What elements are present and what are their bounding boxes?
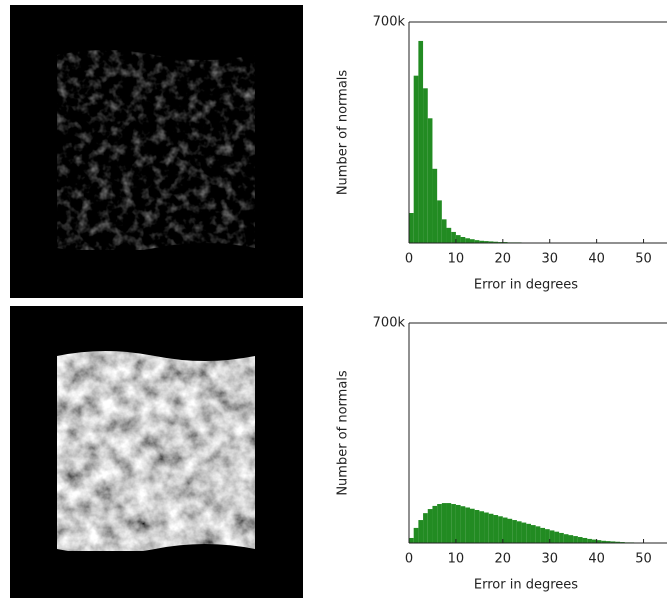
bar bbox=[446, 227, 452, 243]
bar bbox=[591, 539, 597, 543]
error-texture bbox=[57, 351, 255, 551]
bar bbox=[427, 118, 433, 243]
bar bbox=[455, 235, 461, 243]
bar bbox=[446, 503, 452, 543]
y-tick-label: 700k bbox=[373, 15, 406, 30]
bar bbox=[418, 40, 424, 243]
y-axis-label: Number of normals bbox=[336, 70, 351, 196]
x-tick-label: 20 bbox=[495, 552, 512, 567]
bar bbox=[577, 537, 583, 543]
bar bbox=[488, 513, 494, 543]
x-tick-label: 10 bbox=[448, 252, 465, 267]
bar bbox=[526, 523, 531, 543]
bar bbox=[587, 538, 592, 543]
bar bbox=[540, 527, 546, 543]
bar bbox=[441, 219, 447, 243]
bar bbox=[409, 213, 414, 243]
bar bbox=[465, 238, 470, 243]
x-tick-label: 50 bbox=[635, 252, 652, 267]
error-texture bbox=[57, 50, 255, 250]
bar bbox=[488, 241, 494, 243]
bar bbox=[418, 520, 424, 543]
x-tick-label: 0 bbox=[405, 252, 413, 267]
bar bbox=[479, 240, 485, 243]
bar bbox=[451, 504, 456, 543]
bar bbox=[451, 231, 456, 243]
bar bbox=[498, 516, 503, 543]
bar bbox=[413, 527, 419, 543]
bar bbox=[423, 88, 428, 243]
x-tick-label: 30 bbox=[541, 252, 558, 267]
bar bbox=[469, 508, 475, 543]
x-axis-label: Error in degrees bbox=[474, 578, 578, 593]
bar bbox=[554, 531, 560, 543]
bar bbox=[563, 534, 569, 543]
bar bbox=[502, 517, 508, 543]
bar bbox=[437, 200, 442, 243]
x-tick-label: 50 bbox=[635, 552, 652, 567]
bar bbox=[582, 537, 588, 543]
bar bbox=[460, 506, 466, 543]
bar bbox=[469, 239, 475, 243]
bar bbox=[521, 522, 527, 543]
x-tick-label: 30 bbox=[541, 552, 558, 567]
bar bbox=[441, 503, 447, 543]
bar bbox=[484, 512, 489, 543]
x-tick-label: 10 bbox=[448, 552, 465, 567]
y-axis-label: Number of normals bbox=[336, 370, 351, 496]
bar bbox=[493, 515, 499, 543]
x-tick-label: 40 bbox=[588, 252, 605, 267]
bar bbox=[610, 541, 616, 543]
bar bbox=[507, 518, 513, 543]
bar bbox=[432, 168, 438, 243]
bar bbox=[596, 540, 602, 543]
x-axis-label: Error in degrees bbox=[474, 278, 578, 293]
bar bbox=[474, 240, 480, 243]
bar bbox=[530, 525, 536, 543]
y-tick-label: 700k bbox=[373, 316, 406, 331]
x-tick-label: 20 bbox=[495, 252, 512, 267]
bar bbox=[437, 504, 442, 543]
bar bbox=[573, 536, 578, 543]
bar bbox=[479, 511, 485, 543]
bar bbox=[568, 535, 574, 543]
bar bbox=[559, 532, 564, 543]
bar bbox=[474, 510, 480, 543]
bar bbox=[423, 513, 428, 543]
bar bbox=[549, 530, 555, 543]
bar bbox=[493, 241, 499, 243]
bar bbox=[460, 237, 466, 243]
bar bbox=[465, 507, 470, 543]
bar bbox=[427, 509, 433, 543]
bar bbox=[455, 504, 461, 543]
bar bbox=[484, 241, 489, 243]
bar bbox=[516, 521, 522, 543]
bar bbox=[512, 520, 517, 543]
bar bbox=[615, 541, 621, 543]
bar bbox=[432, 505, 438, 543]
x-tick-label: 40 bbox=[588, 552, 605, 567]
bar bbox=[601, 540, 607, 543]
bar bbox=[545, 529, 550, 543]
bar bbox=[535, 526, 541, 543]
bar bbox=[409, 537, 414, 543]
bar bbox=[606, 541, 611, 543]
bar bbox=[413, 75, 419, 244]
x-tick-label: 0 bbox=[405, 552, 413, 567]
